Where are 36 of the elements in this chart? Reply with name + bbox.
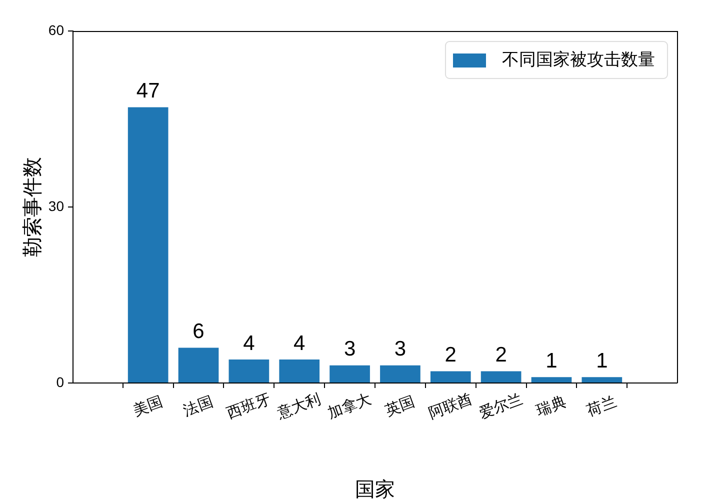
bar <box>380 365 420 382</box>
data-label: 1 <box>596 349 608 372</box>
bar <box>531 377 572 382</box>
y-axis-title: 勒索事件数 <box>20 157 44 257</box>
data-label: 4 <box>294 332 306 355</box>
bar <box>128 107 168 382</box>
data-label: 6 <box>192 320 204 344</box>
bar <box>178 348 219 382</box>
bar <box>330 365 370 382</box>
legend-label: 不同国家被攻击数量 <box>502 50 655 70</box>
bar <box>430 371 471 382</box>
bar <box>582 377 622 382</box>
x-axis-title: 国家 <box>355 477 395 502</box>
data-label: 47 <box>136 80 160 103</box>
data-label: 2 <box>495 344 507 367</box>
x-tick-label: 瑞典 <box>534 392 568 420</box>
bar <box>480 371 522 382</box>
y-tick-label: 0 <box>56 374 64 390</box>
x-tick-label: 意大利 <box>274 390 324 422</box>
x-tick-label: 荷兰 <box>584 392 619 420</box>
x-tick-label: 爱尔兰 <box>476 390 525 422</box>
bar <box>279 360 320 382</box>
x-tick-label: 美国 <box>130 392 165 420</box>
x-tick-label: 英国 <box>382 392 418 420</box>
x-tick-label: 加拿大 <box>325 390 374 422</box>
data-label: 1 <box>546 349 558 372</box>
x-tick-label: 西班牙 <box>224 390 273 422</box>
data-label: 2 <box>444 344 456 367</box>
y-tick-label: 30 <box>48 198 64 214</box>
data-label: 3 <box>344 338 356 361</box>
data-label: 4 <box>243 332 256 355</box>
data-label: 3 <box>394 338 406 361</box>
x-tick-label: 法国 <box>180 392 216 420</box>
bar <box>228 360 270 382</box>
x-tick-label: 阿联酋 <box>426 390 474 422</box>
y-tick-label: 60 <box>48 22 64 38</box>
